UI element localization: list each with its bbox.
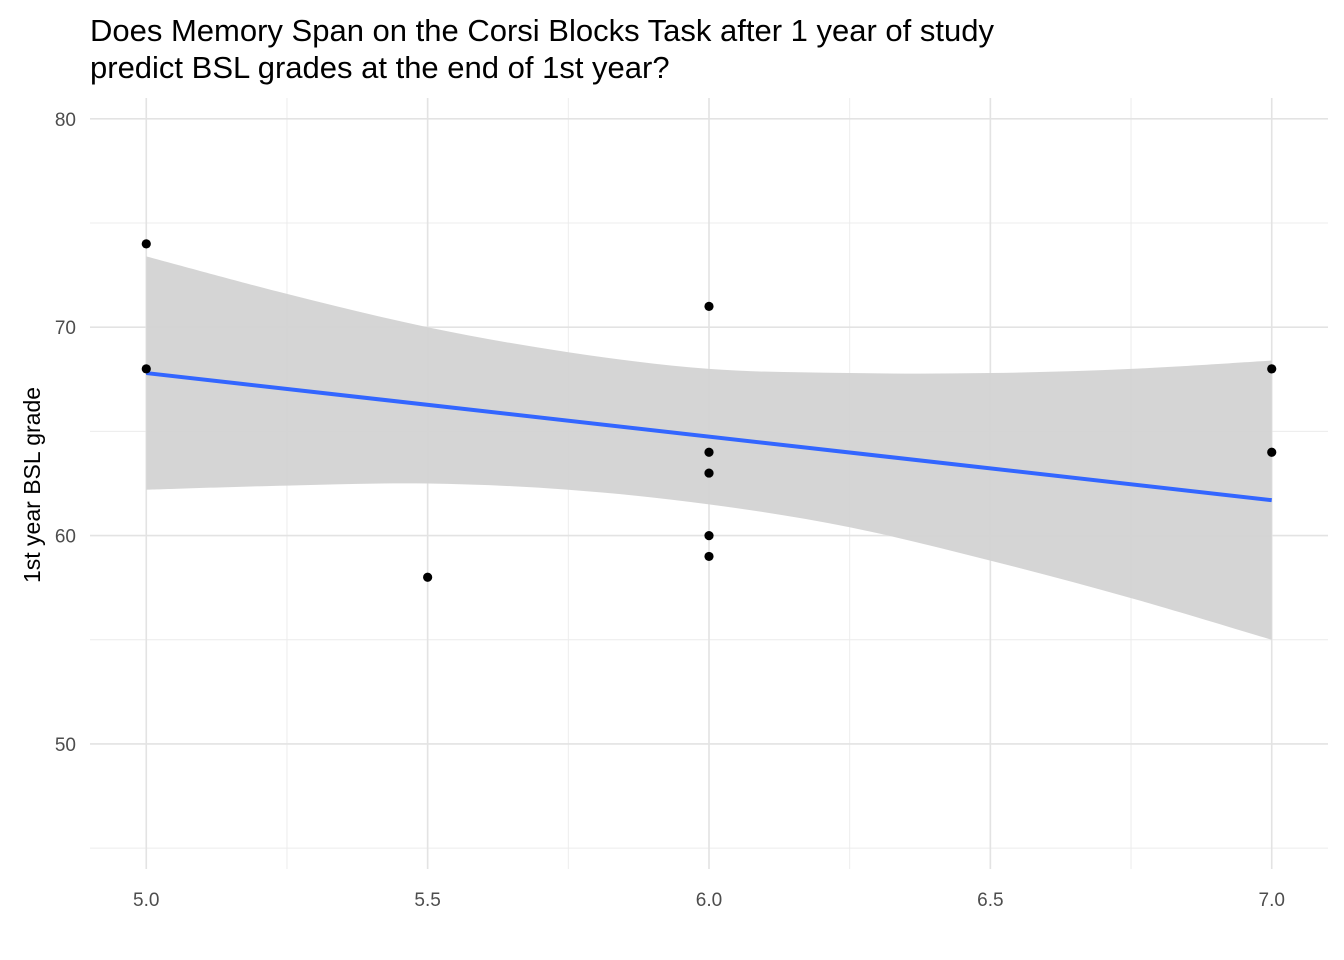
x-tick-label: 5.0 [133,890,159,911]
fit-line [146,371,1272,503]
x-tick-label: 7.0 [1259,890,1285,911]
data-points [141,239,1277,582]
chart-title: Does Memory Span on the Corsi Blocks Tas… [90,12,994,86]
data-point [704,447,714,457]
x-tick-label: 6.0 [696,890,722,911]
x-axis-tick-labels: 5.0 5.5 6.0 6.5 7.0 [133,890,1285,911]
data-point [704,551,714,562]
data-point [141,239,151,249]
data-point [1267,364,1277,374]
y-tick-label: 60 [55,527,76,548]
data-point [1267,447,1277,457]
data-point [704,468,714,478]
data-point [141,364,151,374]
y-axis-tick-labels: 50 60 70 80 [55,110,76,756]
chart-title-line-1: Does Memory Span on the Corsi Blocks Tas… [90,13,994,48]
y-tick-label: 80 [55,110,76,131]
fit-line-group [146,371,1272,503]
chart-title-line-2: predict BSL grades at the end of 1st yea… [90,50,670,85]
y-tick-label: 50 [55,735,76,756]
data-point [423,572,433,582]
y-axis-label: 1st year BSL grade [19,387,45,583]
data-point [704,530,714,541]
x-tick-label: 6.5 [977,890,1003,911]
data-point [704,301,714,311]
x-tick-label: 5.5 [414,890,440,911]
y-tick-label: 70 [55,318,76,339]
